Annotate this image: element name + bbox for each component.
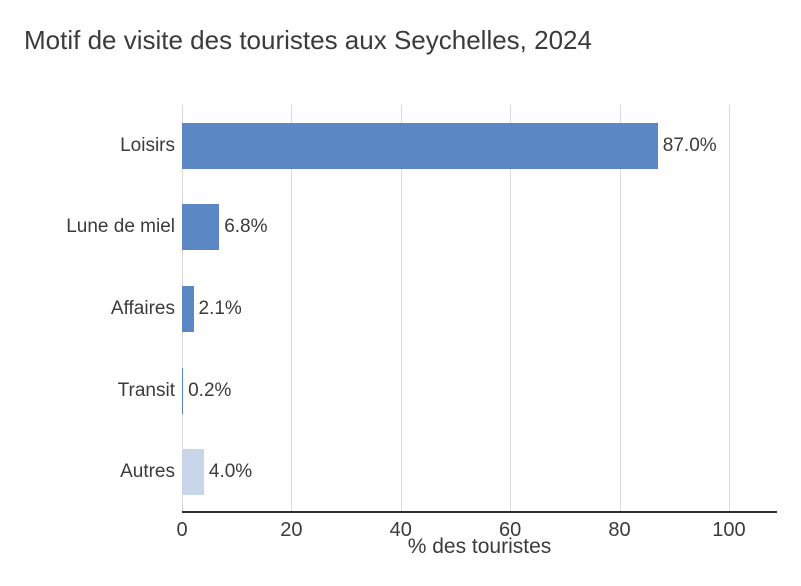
x-tick-label: 80 — [608, 519, 631, 541]
bar-lune-de-miel — [182, 204, 220, 251]
gridline — [619, 105, 621, 511]
x-tick-label: 100 — [712, 519, 746, 541]
category-label: Lune de miel — [66, 216, 175, 238]
gridline — [400, 105, 402, 511]
gridline — [291, 105, 293, 511]
plot-area: 87.0% 6.8% 2.1% 0.2% 4.0% — [182, 105, 777, 513]
x-tick-label: 60 — [498, 519, 522, 541]
bar-value-label: 0.2% — [188, 379, 232, 401]
gridline — [510, 105, 512, 511]
bar-value-label: 87.0% — [662, 134, 717, 156]
bar-value-label: 2.1% — [198, 298, 242, 319]
x-tick-label: 40 — [389, 519, 412, 541]
category-label: Autres — [120, 461, 175, 483]
category-label: Affaires — [110, 298, 175, 319]
x-tick-label: 20 — [280, 519, 303, 541]
bar-loisirs — [182, 122, 658, 169]
bar-transit — [182, 367, 184, 414]
x-tick-label: 0 — [176, 519, 188, 541]
bar-value-label: 4.0% — [208, 461, 253, 483]
category-label: Loisirs — [120, 134, 175, 156]
bar-affaires — [182, 286, 194, 332]
bar-value-label: 6.8% — [224, 216, 268, 238]
gridline — [728, 105, 730, 511]
bar-autres — [182, 449, 204, 496]
category-label: Transit — [117, 379, 175, 401]
chart-title: Motif de visite des touristes aux Seyche… — [24, 25, 592, 55]
x-axis-label: % des touristes — [407, 535, 552, 558]
